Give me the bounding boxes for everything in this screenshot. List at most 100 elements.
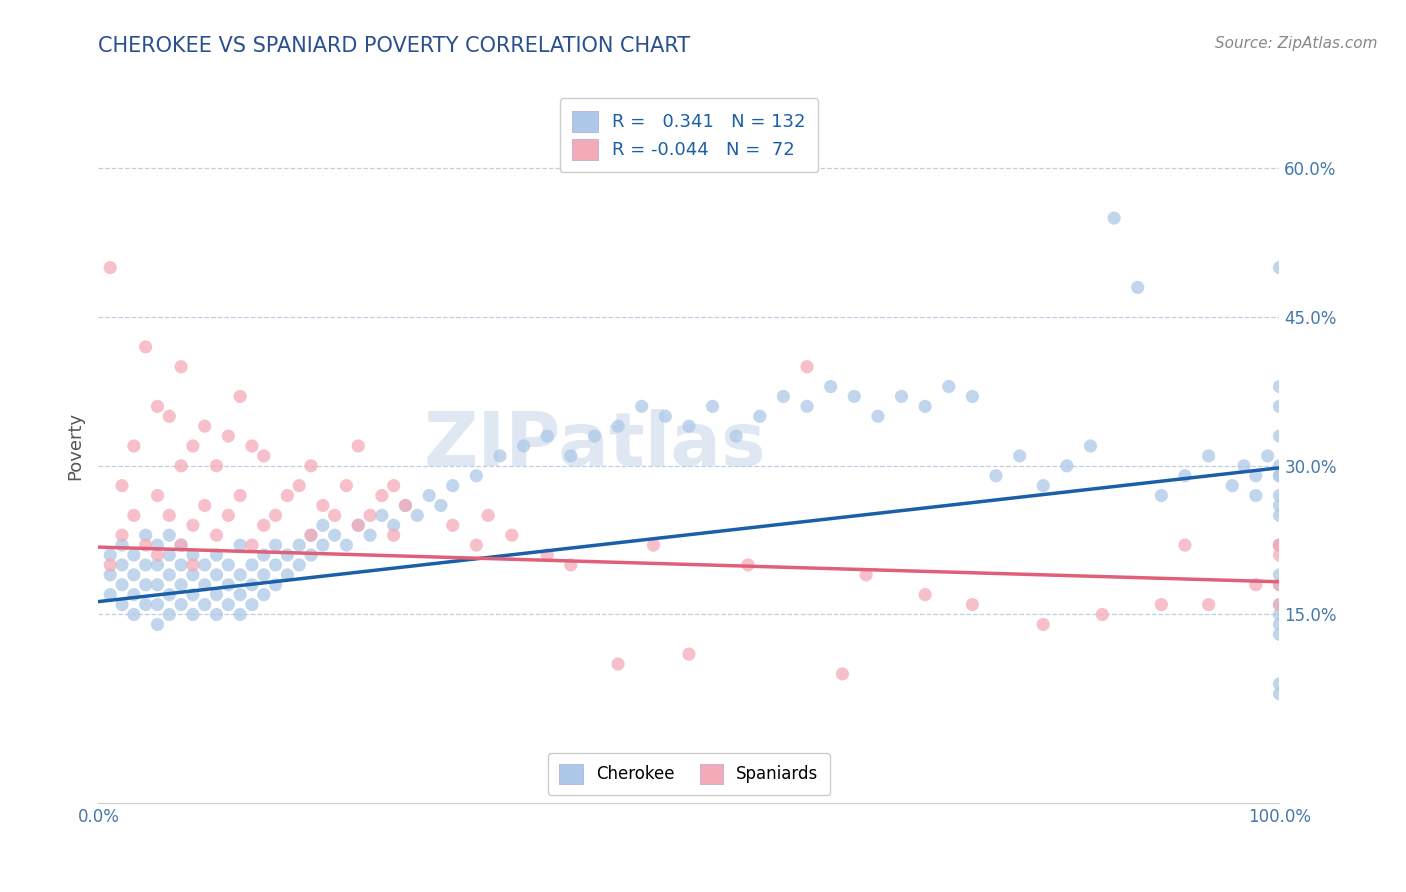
Point xyxy=(607,657,630,671)
Point xyxy=(253,567,276,582)
Point xyxy=(1198,449,1220,463)
Point xyxy=(1268,538,1291,552)
Point xyxy=(111,528,134,542)
Point xyxy=(1268,598,1291,612)
Point xyxy=(146,598,169,612)
Text: CHEROKEE VS SPANIARD POVERTY CORRELATION CHART: CHEROKEE VS SPANIARD POVERTY CORRELATION… xyxy=(98,36,690,55)
Point xyxy=(170,558,193,572)
Point xyxy=(1268,458,1291,473)
Point xyxy=(299,458,322,473)
Point xyxy=(1233,458,1256,473)
Point xyxy=(98,588,121,602)
Point xyxy=(323,508,346,523)
Point xyxy=(264,538,287,552)
Point xyxy=(1174,468,1197,483)
Point xyxy=(312,518,335,533)
Point xyxy=(1220,478,1243,492)
Point xyxy=(111,558,134,572)
Point xyxy=(253,588,276,602)
Point xyxy=(914,588,936,602)
Point xyxy=(146,617,169,632)
Point xyxy=(157,508,180,523)
Point xyxy=(288,538,311,552)
Point xyxy=(984,468,1007,483)
Point xyxy=(122,508,145,523)
Point xyxy=(1056,458,1078,473)
Point xyxy=(98,548,121,562)
Point xyxy=(477,508,499,523)
Point xyxy=(347,439,370,453)
Point xyxy=(1268,538,1291,552)
Point xyxy=(181,439,204,453)
Point xyxy=(1268,578,1291,592)
Point xyxy=(1268,567,1291,582)
Point xyxy=(194,598,217,612)
Point xyxy=(796,359,818,374)
Point xyxy=(181,558,204,572)
Point xyxy=(323,528,346,542)
Point xyxy=(135,538,157,552)
Point xyxy=(1268,260,1291,275)
Point xyxy=(347,518,370,533)
Point xyxy=(1008,449,1031,463)
Point xyxy=(170,578,193,592)
Point xyxy=(217,558,239,572)
Point xyxy=(583,429,606,443)
Point xyxy=(98,260,121,275)
Point xyxy=(276,548,298,562)
Point xyxy=(135,578,157,592)
Point xyxy=(465,468,488,483)
Point xyxy=(914,400,936,414)
Point xyxy=(335,538,357,552)
Point xyxy=(205,588,228,602)
Point xyxy=(146,400,169,414)
Point xyxy=(122,548,145,562)
Point xyxy=(1244,489,1267,503)
Point xyxy=(181,548,204,562)
Point xyxy=(359,508,381,523)
Point xyxy=(1268,400,1291,414)
Point xyxy=(1032,617,1054,632)
Point xyxy=(194,558,217,572)
Point xyxy=(181,518,204,533)
Point xyxy=(347,518,370,533)
Point xyxy=(217,508,239,523)
Point xyxy=(181,567,204,582)
Point xyxy=(122,439,145,453)
Point xyxy=(135,558,157,572)
Point xyxy=(772,389,794,403)
Point xyxy=(654,409,676,424)
Point xyxy=(1268,677,1291,691)
Point xyxy=(938,379,960,393)
Point xyxy=(820,379,842,393)
Point xyxy=(607,419,630,434)
Point xyxy=(98,558,121,572)
Point xyxy=(229,567,252,582)
Point xyxy=(157,567,180,582)
Point xyxy=(418,489,440,503)
Point xyxy=(170,359,193,374)
Point xyxy=(205,548,228,562)
Point xyxy=(205,528,228,542)
Point xyxy=(1244,468,1267,483)
Point xyxy=(737,558,759,572)
Point xyxy=(796,400,818,414)
Point xyxy=(288,558,311,572)
Point xyxy=(335,478,357,492)
Point xyxy=(194,499,217,513)
Point xyxy=(394,499,416,513)
Point xyxy=(1268,499,1291,513)
Point xyxy=(253,449,276,463)
Point xyxy=(240,578,263,592)
Point xyxy=(264,508,287,523)
Point xyxy=(1268,627,1291,641)
Point xyxy=(135,598,157,612)
Point xyxy=(1126,280,1149,294)
Point xyxy=(441,478,464,492)
Point xyxy=(1032,478,1054,492)
Point xyxy=(1150,489,1173,503)
Point xyxy=(170,538,193,552)
Point xyxy=(146,489,169,503)
Point xyxy=(217,429,239,443)
Point xyxy=(382,478,405,492)
